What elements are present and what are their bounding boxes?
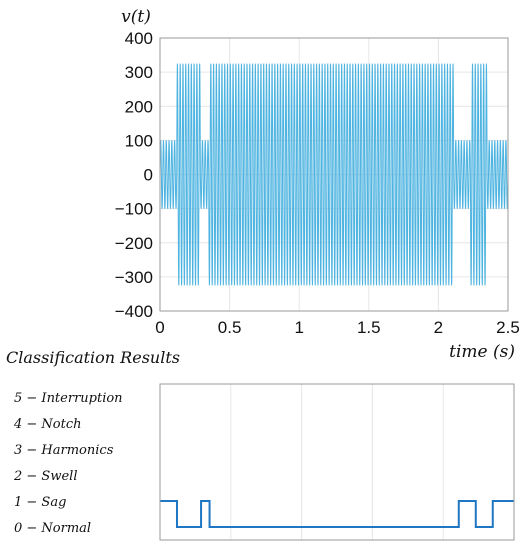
voltage-x-tick-label: 2 [434,318,443,337]
classification-class-label: 0 − Normal [14,521,91,536]
classification-class-label: 2 − Swell [13,469,77,484]
classification-plot-frame [159,383,515,541]
voltage-x-ticks: 0 0.5 1 1.5 2 2.5 [155,318,520,337]
voltage-x-tick-label: 0.5 [218,318,242,337]
voltage-waveform [159,63,509,286]
voltage-y-tick-label: −400 [115,302,153,321]
classification-class-labels: 0 − Normal 1 − Sag 2 − Swell 3 − Harmonics 4… [13,391,123,536]
classification-title: Classification Results [6,348,180,367]
voltage-y-tick-label: 300 [125,63,153,82]
voltage-y-tick-label: 0 [144,166,153,185]
voltage-x-tick-label: 0 [155,318,164,337]
voltage-series-line [159,63,509,286]
voltage-x-tick-label: 1.5 [357,318,381,337]
voltage-x-tick-label: 2.5 [496,318,520,337]
classification-step-line [160,500,514,528]
voltage-y-tick-label: 200 [125,97,153,116]
classification-class-label: 3 − Harmonics [14,443,114,458]
voltage-y-tick-label: −200 [115,234,153,253]
classification-class-label: 4 − Notch [13,417,82,432]
voltage-x-tick-label: 1 [294,318,303,337]
voltage-plot-frame [159,37,509,312]
classification-grid [230,384,444,540]
voltage-chart: 400 300 200 100 0 −100 −200 −300 −400 0 0.5 1 1.5 2 2… [115,7,520,362]
voltage-y-ticks: 400 300 200 100 0 −100 −200 −300 −400 [115,29,153,321]
voltage-y-tick-label: −100 [115,200,153,219]
classification-class-label: 1 − Sag [14,495,66,510]
voltage-y-tick-label: 100 [125,131,153,150]
voltage-x-axis-label: time (s) [449,342,515,362]
voltage-y-tick-label: 400 [125,29,153,48]
voltage-y-axis-label: v(t) [121,7,151,27]
classification-chart: Classification Results 0 − Normal 1 − Sag… [6,348,515,541]
voltage-y-tick-label: −300 [115,268,153,287]
classification-class-label: 5 − Interruption [14,391,123,406]
